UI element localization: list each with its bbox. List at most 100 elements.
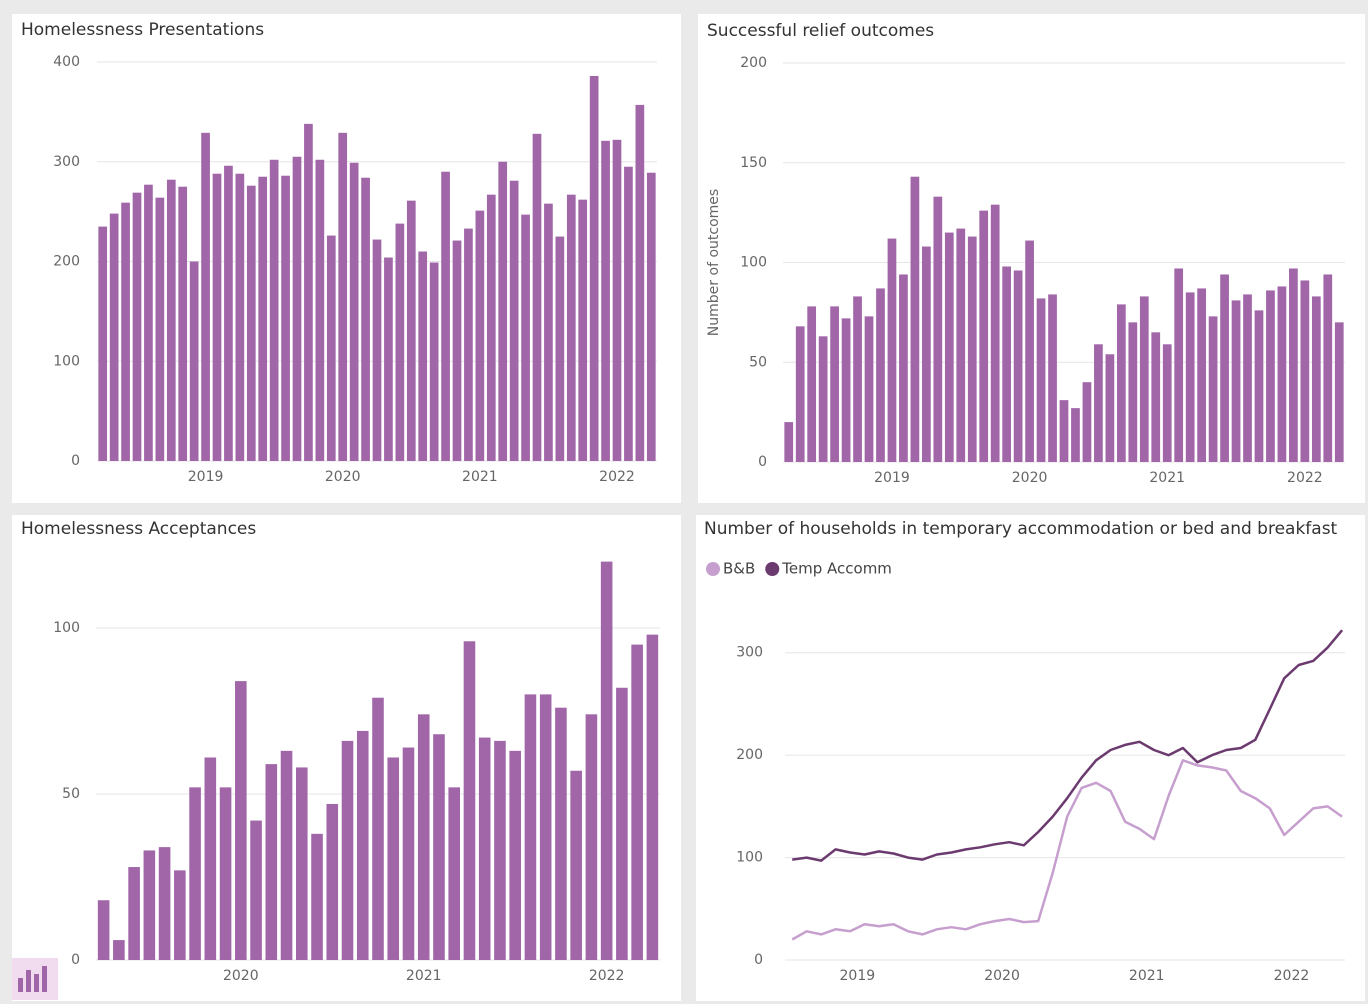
bar bbox=[566, 194, 576, 462]
bar bbox=[922, 246, 931, 462]
bar bbox=[128, 867, 140, 960]
bar bbox=[292, 156, 302, 461]
bar bbox=[979, 210, 989, 462]
bar bbox=[1185, 292, 1195, 462]
bar bbox=[830, 306, 839, 462]
y-tick-label: 50 bbox=[62, 786, 80, 802]
bar bbox=[418, 251, 428, 461]
bar bbox=[189, 787, 201, 960]
bar bbox=[646, 172, 656, 461]
x-tick-label: 2020 bbox=[984, 968, 1020, 984]
x-tick-label: 2021 bbox=[1129, 968, 1165, 984]
chart-title: Homelessness Acceptances bbox=[21, 519, 256, 539]
bar bbox=[1025, 240, 1034, 462]
bar bbox=[441, 171, 450, 461]
chart-title: Successful relief outcomes bbox=[707, 21, 934, 41]
bar bbox=[121, 202, 130, 461]
x-tick-label: 2020 bbox=[1012, 470, 1048, 486]
visual-icon bbox=[12, 958, 58, 1000]
y-tick-label: 100 bbox=[736, 850, 763, 866]
bar bbox=[341, 740, 354, 960]
bar bbox=[1197, 288, 1206, 462]
line bbox=[791, 759, 1343, 941]
bar bbox=[326, 803, 339, 960]
bar bbox=[841, 318, 851, 462]
bar bbox=[281, 175, 290, 461]
bar bbox=[475, 210, 485, 461]
x-tick-label: 2022 bbox=[1287, 470, 1323, 486]
bar bbox=[1220, 274, 1229, 462]
bar bbox=[1300, 280, 1310, 462]
y-tick-label: 150 bbox=[740, 155, 767, 171]
bar bbox=[1323, 274, 1333, 462]
bar bbox=[463, 641, 476, 960]
bar bbox=[1231, 300, 1241, 462]
bar bbox=[1116, 304, 1126, 462]
bar bbox=[1266, 290, 1275, 462]
bar bbox=[646, 634, 659, 960]
bar bbox=[956, 228, 966, 462]
bar bbox=[269, 159, 279, 461]
bar bbox=[311, 833, 323, 960]
bar bbox=[201, 132, 210, 461]
bar bbox=[1254, 310, 1264, 462]
bar bbox=[189, 261, 199, 461]
bar bbox=[1162, 344, 1172, 462]
bar bbox=[486, 194, 496, 462]
bar bbox=[402, 747, 415, 960]
bar bbox=[887, 238, 897, 462]
bar bbox=[98, 226, 108, 461]
bar bbox=[258, 176, 268, 461]
bar bbox=[166, 179, 176, 461]
bar bbox=[1139, 296, 1149, 462]
y-tick-label: 200 bbox=[736, 747, 763, 763]
x-tick-label: 2022 bbox=[589, 968, 625, 984]
x-tick-label: 2020 bbox=[325, 469, 361, 485]
bar bbox=[807, 306, 817, 462]
bar bbox=[1059, 400, 1069, 462]
bar bbox=[280, 750, 293, 960]
bar bbox=[433, 734, 445, 960]
legend-label: B&B bbox=[723, 560, 755, 578]
y-tick-label: 0 bbox=[754, 952, 763, 968]
bar bbox=[304, 123, 313, 461]
bar bbox=[295, 767, 308, 960]
x-tick-label: 2021 bbox=[1149, 470, 1185, 486]
bar bbox=[315, 159, 325, 461]
bar bbox=[1334, 322, 1344, 462]
bar bbox=[944, 232, 954, 462]
bar bbox=[1174, 268, 1184, 462]
chart-title: Homelessness Presentations bbox=[21, 20, 264, 40]
bar bbox=[616, 687, 628, 960]
bar bbox=[578, 199, 588, 461]
panel bbox=[696, 515, 1365, 1001]
bar bbox=[509, 750, 521, 960]
bar bbox=[524, 694, 537, 960]
bar bbox=[387, 757, 400, 960]
bar bbox=[178, 186, 188, 461]
bar bbox=[631, 644, 643, 960]
bar bbox=[250, 820, 262, 960]
bar bbox=[1071, 408, 1080, 462]
bar bbox=[406, 200, 416, 461]
bar bbox=[372, 697, 384, 960]
bar bbox=[1128, 322, 1138, 462]
bar bbox=[1243, 294, 1252, 462]
bar bbox=[600, 561, 613, 960]
bar bbox=[1082, 382, 1092, 462]
y-tick-label: 0 bbox=[71, 952, 80, 968]
x-tick-label: 2021 bbox=[462, 469, 498, 485]
bar bbox=[1277, 286, 1287, 462]
x-tick-label: 2020 bbox=[223, 968, 259, 984]
bar bbox=[265, 764, 278, 960]
x-tick-label: 2022 bbox=[599, 469, 635, 485]
bar bbox=[464, 228, 473, 461]
bar bbox=[933, 196, 943, 463]
bar bbox=[246, 185, 256, 461]
bar bbox=[204, 757, 217, 960]
legend-marker bbox=[765, 562, 780, 576]
bar bbox=[601, 140, 610, 462]
y-tick-label: 300 bbox=[736, 645, 763, 661]
bar bbox=[224, 165, 233, 462]
bar bbox=[372, 239, 382, 461]
